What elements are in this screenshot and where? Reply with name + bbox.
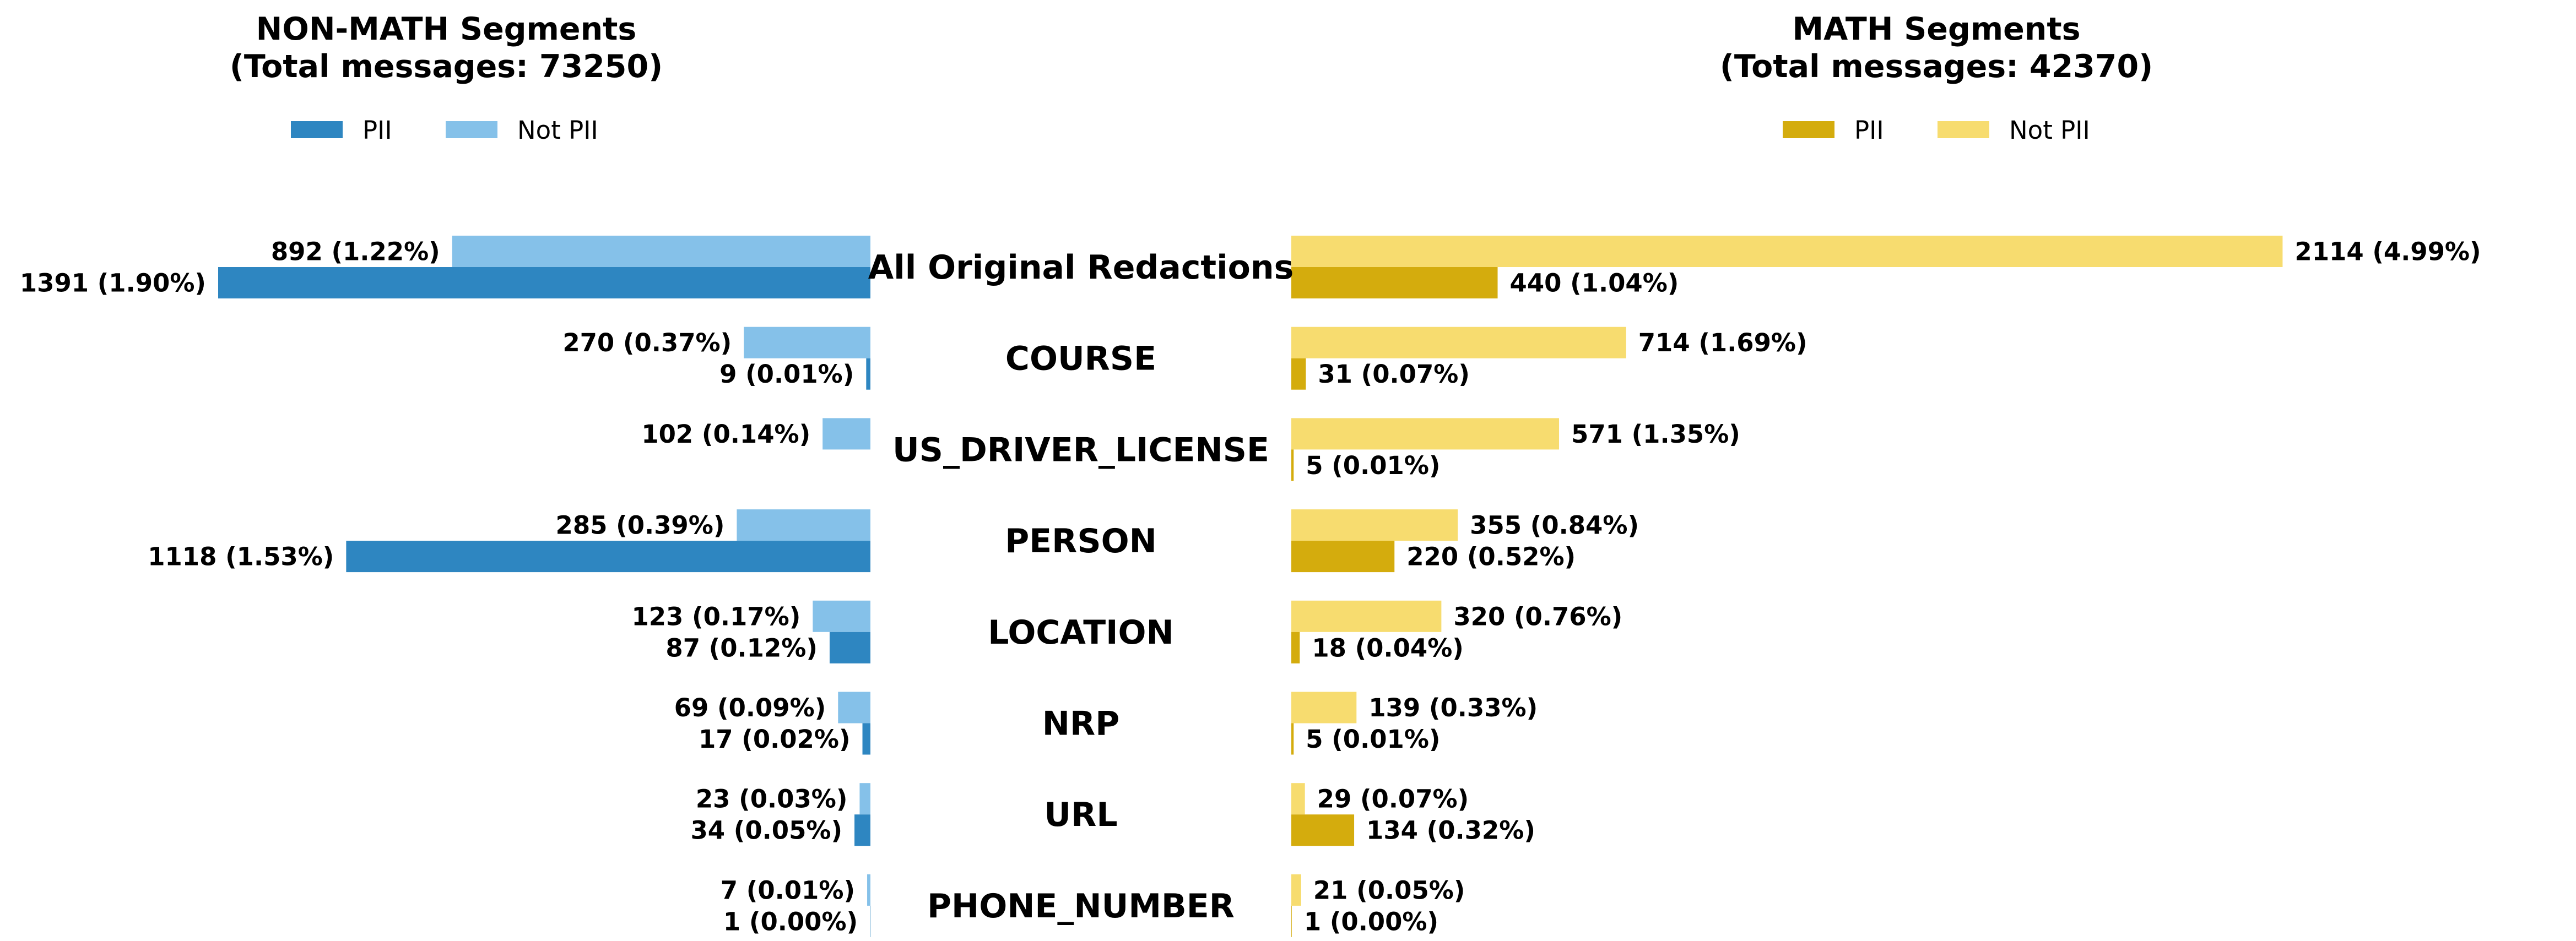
category-label-url: URL: [1044, 796, 1117, 834]
non-math-value-label-pii-person: 1118 (1.53%): [148, 542, 334, 572]
non-math-value-label-not-pii-person: 285 (0.39%): [556, 511, 725, 540]
math-value-label-pii-location: 18 (0.04%): [1312, 633, 1464, 662]
non-math-value-label-pii-url: 34 (0.05%): [691, 816, 843, 845]
category-label-course: COURSE: [1005, 340, 1156, 378]
non-math-bar-pii-location: [829, 632, 870, 663]
math-value-label-not-pii-nrp: 139 (0.33%): [1368, 693, 1538, 722]
category-label-nrp: NRP: [1042, 705, 1119, 743]
math-value-label-not-pii-all-original-redactions: 2114 (4.99%): [2294, 237, 2481, 266]
math-bar-not-pii-location: [1291, 600, 1442, 632]
category-label-all-original-redactions: All Original Redactions: [868, 248, 1294, 287]
math-bar-pii-location: [1291, 632, 1300, 663]
non-math-bar-pii-all-original-redactions: [218, 267, 870, 298]
non-math-bar-not-pii-nrp: [838, 692, 870, 724]
non-math-bar-pii-person: [346, 541, 870, 573]
non-math-bar-not-pii-us-driver-license: [822, 418, 870, 450]
non-math-value-label-not-pii-all-original-redactions: 892 (1.22%): [271, 237, 440, 266]
math-value-label-not-pii-url: 29 (0.07%): [1317, 785, 1469, 814]
category-label-us-driver-license: US_DRIVER_LICENSE: [892, 431, 1269, 469]
math-bar-not-pii-url: [1291, 783, 1305, 815]
non-math-bar-pii-nrp: [862, 723, 870, 755]
non-math-value-label-not-pii-us-driver-license: 102 (0.14%): [641, 420, 810, 449]
labels-layer: NON-MATH Segments (Total messages: 73250)…: [20, 11, 2481, 936]
non-math-bar-not-pii-course: [744, 327, 870, 358]
non-math-value-label-not-pii-location: 123 (0.17%): [631, 602, 800, 631]
non-math-value-label-pii-nrp: 17 (0.02%): [699, 725, 851, 754]
non-math-bar-not-pii-url: [859, 783, 870, 815]
category-label-phone-number: PHONE_NUMBER: [927, 887, 1235, 926]
math-value-label-not-pii-person: 355 (0.84%): [1470, 511, 1639, 540]
math-bar-pii-phone-number: [1291, 905, 1292, 937]
math-value-label-pii-course: 31 (0.07%): [1318, 360, 1470, 389]
math-value-label-pii-us-driver-license: 5 (0.01%): [1306, 451, 1440, 480]
math-bar-pii-nrp: [1291, 723, 1294, 755]
non-math-value-label-not-pii-url: 23 (0.03%): [696, 785, 848, 814]
non-math-bar-not-pii-phone-number: [867, 874, 870, 906]
math-value-label-pii-nrp: 5 (0.01%): [1306, 725, 1440, 754]
math-legend-swatch-not-pii: [1938, 121, 1989, 138]
math-bar-not-pii-nrp: [1291, 692, 1357, 724]
math-bar-pii-url: [1291, 814, 1355, 846]
math-bar-pii-course: [1291, 358, 1306, 390]
math-panel-title: MATH Segments (Total messages: 42370): [1720, 11, 2153, 85]
non-math-value-label-not-pii-nrp: 69 (0.09%): [674, 693, 826, 722]
math-bar-not-pii-course: [1291, 327, 1626, 358]
category-label-person: PERSON: [1005, 522, 1157, 561]
math-legend-label-pii: PII: [1854, 116, 1884, 145]
non-math-bar-pii-course: [866, 358, 870, 390]
non-math-legend-label-pii: PII: [362, 116, 392, 145]
math-value-label-not-pii-course: 714 (1.69%): [1638, 328, 1807, 357]
math-legend-label-not-pii: Not PII: [2009, 116, 2090, 145]
non-math-value-label-pii-location: 87 (0.12%): [665, 633, 818, 662]
math-value-label-not-pii-phone-number: 21 (0.05%): [1313, 875, 1465, 905]
math-value-label-not-pii-us-driver-license: 571 (1.35%): [1571, 420, 1740, 449]
category-label-location: LOCATION: [988, 613, 1173, 652]
math-bar-pii-all-original-redactions: [1291, 267, 1498, 298]
math-value-label-pii-url: 134 (0.32%): [1366, 816, 1535, 845]
non-math-value-label-not-pii-course: 270 (0.37%): [562, 328, 732, 357]
math-bar-pii-person: [1291, 541, 1395, 573]
non-math-bar-not-pii-location: [813, 600, 870, 632]
non-math-value-label-not-pii-phone-number: 7 (0.01%): [721, 875, 855, 905]
math-value-label-pii-all-original-redactions: 440 (1.04%): [1510, 269, 1679, 298]
non-math-legend-swatch-pii: [291, 121, 343, 138]
math-bar-not-pii-phone-number: [1291, 874, 1301, 906]
non-math-value-label-pii-phone-number: 1 (0.00%): [723, 907, 858, 936]
math-bar-not-pii-all-original-redactions: [1291, 236, 2283, 267]
math-bar-pii-us-driver-license: [1291, 449, 1294, 481]
math-legend-swatch-pii: [1783, 121, 1834, 138]
math-bar-not-pii-us-driver-license: [1291, 418, 1560, 450]
math-bar-not-pii-person: [1291, 509, 1458, 541]
non-math-value-label-pii-all-original-redactions: 1391 (1.90%): [20, 269, 206, 298]
non-math-bar-pii-url: [854, 814, 870, 846]
math-value-label-pii-phone-number: 1 (0.00%): [1304, 907, 1438, 936]
non-math-bar-not-pii-person: [737, 509, 870, 541]
non-math-panel-title: NON-MATH Segments (Total messages: 73250): [230, 11, 663, 85]
non-math-legend-label-not-pii: Not PII: [517, 116, 598, 145]
math-value-label-not-pii-location: 320 (0.76%): [1453, 602, 1622, 631]
bars-layer: [218, 236, 2283, 937]
math-value-label-pii-person: 220 (0.52%): [1406, 542, 1576, 572]
non-math-value-label-pii-course: 9 (0.01%): [719, 360, 854, 389]
non-math-bar-not-pii-all-original-redactions: [452, 236, 870, 267]
non-math-legend-swatch-not-pii: [446, 121, 497, 138]
